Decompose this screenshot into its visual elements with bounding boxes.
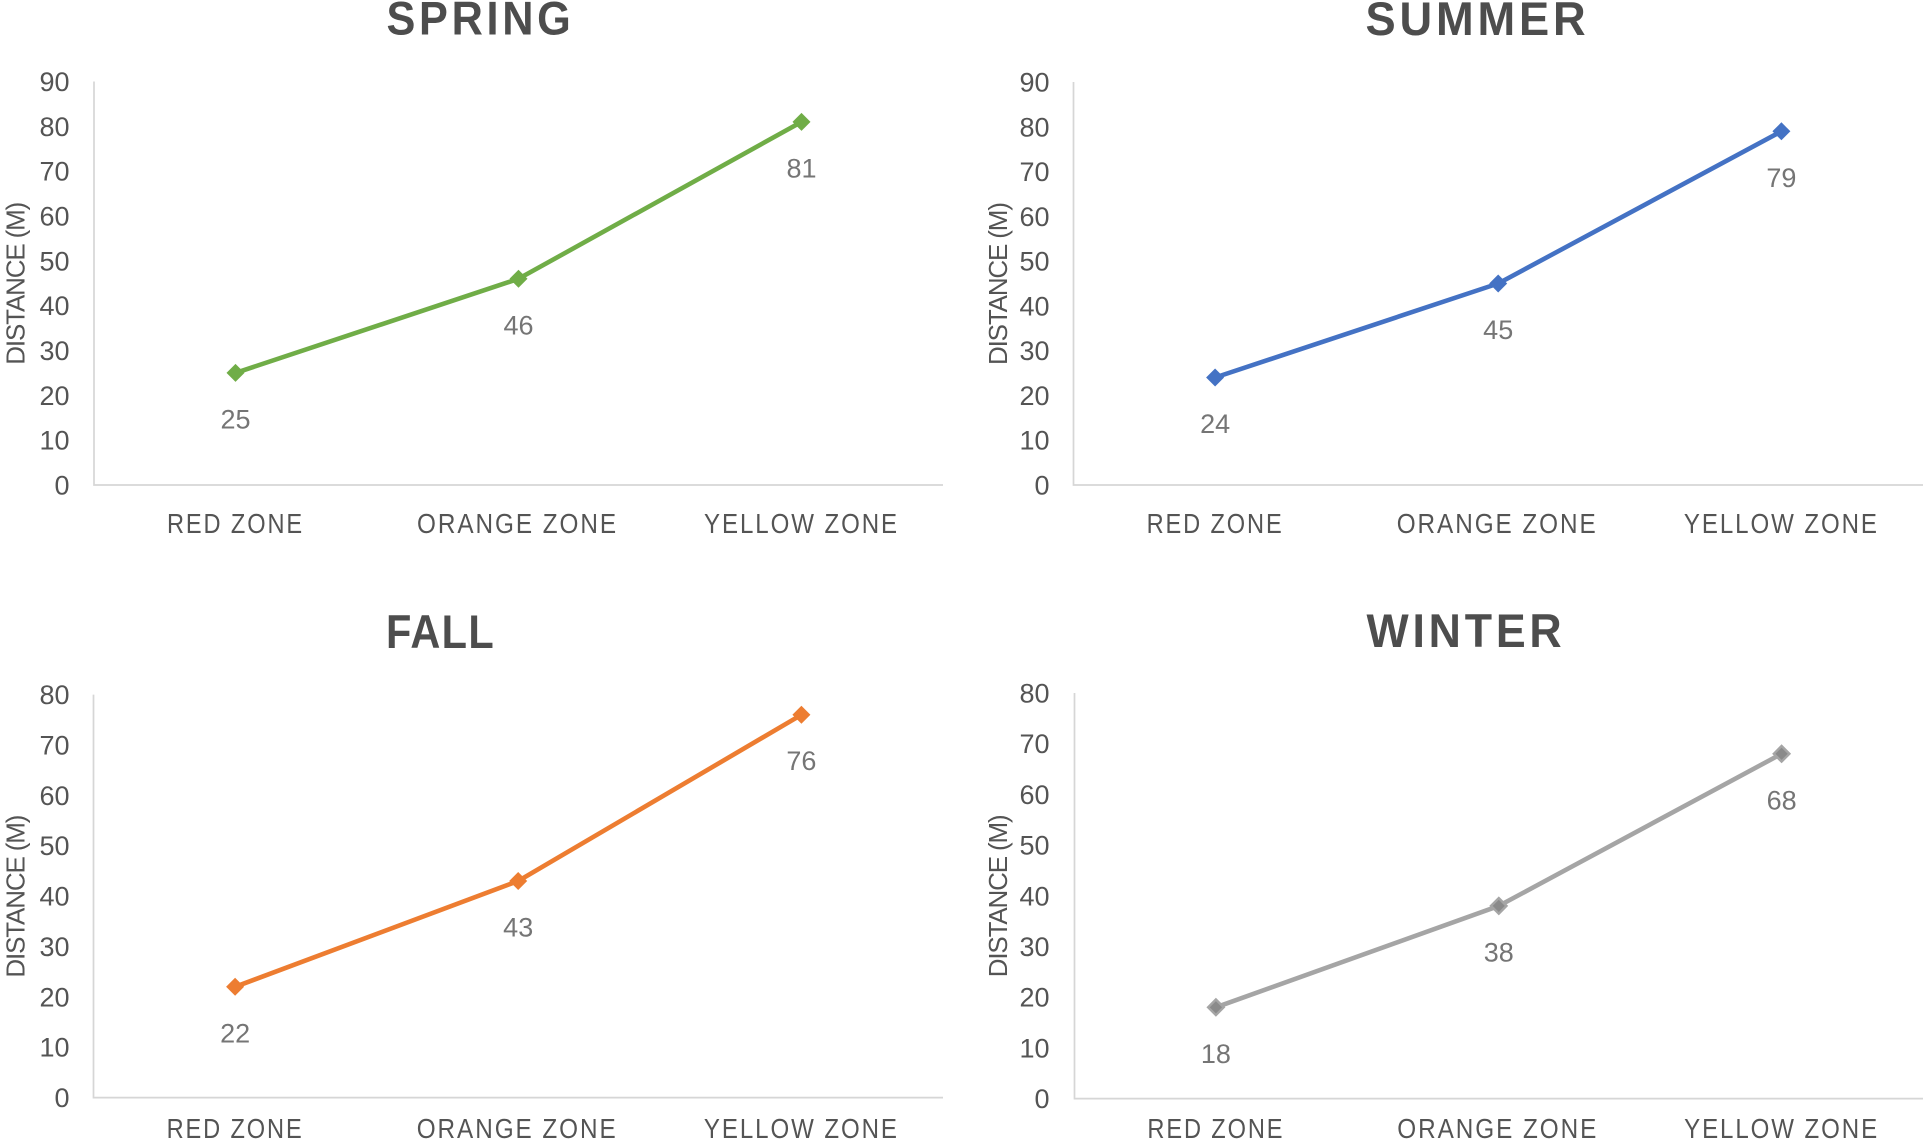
svg-text:70: 70 <box>39 157 69 187</box>
svg-text:ORANGE ZONE: ORANGE ZONE <box>417 508 618 539</box>
svg-text:ORANGE ZONE: ORANGE ZONE <box>1397 1113 1598 1144</box>
svg-text:0: 0 <box>1034 1084 1049 1114</box>
svg-text:50: 50 <box>39 246 69 276</box>
svg-text:ORANGE ZONE: ORANGE ZONE <box>417 1113 618 1144</box>
svg-text:60: 60 <box>1019 780 1049 810</box>
svg-text:50: 50 <box>39 831 69 861</box>
svg-text:68: 68 <box>1767 785 1797 815</box>
svg-text:79: 79 <box>1766 163 1796 193</box>
svg-text:45: 45 <box>1483 315 1513 345</box>
svg-text:20: 20 <box>39 381 69 411</box>
svg-text:0: 0 <box>54 1083 69 1113</box>
svg-text:70: 70 <box>1019 729 1049 759</box>
svg-text:80: 80 <box>1019 112 1049 142</box>
svg-text:RED ZONE: RED ZONE <box>1147 508 1284 539</box>
svg-text:DISTANCE (M): DISTANCE (M) <box>1 202 31 365</box>
svg-text:18: 18 <box>1201 1039 1231 1069</box>
svg-text:40: 40 <box>1019 881 1049 911</box>
svg-text:SPRING: SPRING <box>387 0 575 45</box>
svg-text:10: 10 <box>1019 1033 1049 1063</box>
svg-text:24: 24 <box>1200 409 1230 439</box>
svg-text:50: 50 <box>1019 247 1049 277</box>
svg-text:RED ZONE: RED ZONE <box>167 1113 304 1144</box>
svg-text:43: 43 <box>503 913 533 943</box>
svg-text:ORANGE ZONE: ORANGE ZONE <box>1397 508 1598 539</box>
svg-text:50: 50 <box>1019 831 1049 861</box>
svg-text:DISTANCE (M): DISTANCE (M) <box>983 814 1013 977</box>
svg-text:80: 80 <box>39 680 69 710</box>
svg-text:0: 0 <box>54 471 69 501</box>
svg-text:20: 20 <box>1019 381 1049 411</box>
svg-text:10: 10 <box>39 426 69 456</box>
svg-text:20: 20 <box>1019 983 1049 1013</box>
svg-text:0: 0 <box>1034 471 1049 501</box>
svg-text:30: 30 <box>1019 932 1049 962</box>
svg-text:30: 30 <box>39 932 69 962</box>
svg-text:60: 60 <box>1019 202 1049 232</box>
svg-text:90: 90 <box>39 67 69 97</box>
svg-text:40: 40 <box>39 291 69 321</box>
svg-text:WINTER: WINTER <box>1367 604 1566 657</box>
svg-text:30: 30 <box>39 336 69 366</box>
svg-text:25: 25 <box>220 404 250 434</box>
svg-text:76: 76 <box>786 746 816 776</box>
svg-text:40: 40 <box>1019 291 1049 321</box>
svg-text:YELLOW ZONE: YELLOW ZONE <box>1684 508 1879 539</box>
svg-text:46: 46 <box>503 310 533 340</box>
svg-text:70: 70 <box>1019 157 1049 187</box>
svg-text:YELLOW ZONE: YELLOW ZONE <box>704 1113 899 1144</box>
svg-text:22: 22 <box>220 1018 250 1048</box>
svg-text:30: 30 <box>1019 336 1049 366</box>
svg-text:SUMMER: SUMMER <box>1366 0 1590 45</box>
svg-text:70: 70 <box>39 731 69 761</box>
svg-text:RED ZONE: RED ZONE <box>1147 1113 1284 1144</box>
svg-text:90: 90 <box>1019 68 1049 98</box>
svg-text:60: 60 <box>39 781 69 811</box>
svg-text:10: 10 <box>1019 426 1049 456</box>
svg-text:10: 10 <box>39 1033 69 1063</box>
svg-text:38: 38 <box>1484 937 1514 967</box>
svg-text:RED ZONE: RED ZONE <box>167 508 304 539</box>
svg-text:FALL: FALL <box>386 605 495 658</box>
svg-text:60: 60 <box>39 202 69 232</box>
svg-text:YELLOW ZONE: YELLOW ZONE <box>704 508 899 539</box>
svg-text:DISTANCE (M): DISTANCE (M) <box>1 815 31 978</box>
svg-text:20: 20 <box>39 982 69 1012</box>
svg-text:81: 81 <box>786 153 816 183</box>
svg-text:80: 80 <box>1019 679 1049 709</box>
svg-text:80: 80 <box>39 112 69 142</box>
svg-text:YELLOW ZONE: YELLOW ZONE <box>1684 1113 1879 1144</box>
svg-text:DISTANCE (M): DISTANCE (M) <box>983 202 1013 365</box>
svg-text:40: 40 <box>39 882 69 912</box>
